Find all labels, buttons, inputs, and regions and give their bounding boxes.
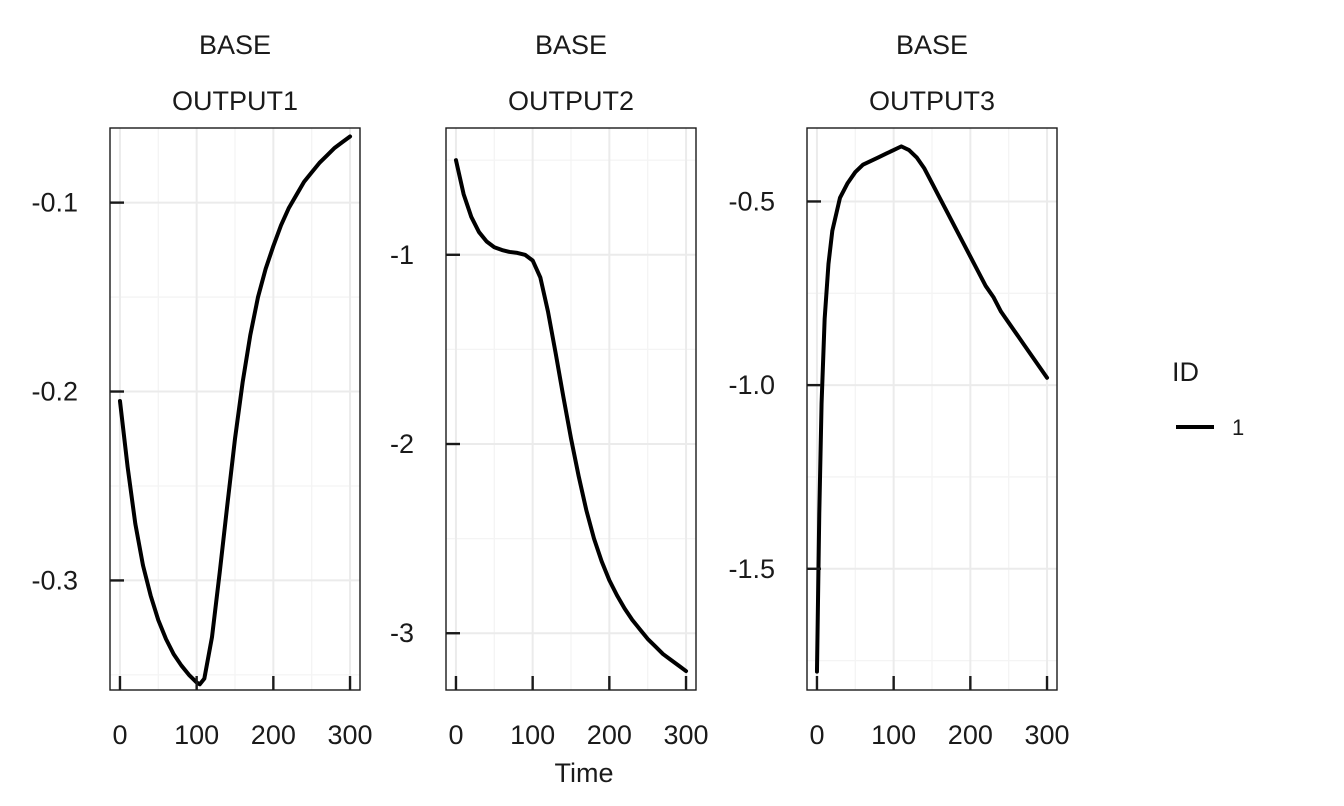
panel-border bbox=[806, 127, 1058, 691]
x-tick-label: 100 bbox=[871, 720, 916, 750]
x-axis-title: Time bbox=[555, 758, 614, 788]
series-line bbox=[453, 158, 689, 674]
x-tick-label: 100 bbox=[510, 720, 555, 750]
x-tick-label: 200 bbox=[948, 720, 993, 750]
x-tick-label: 100 bbox=[174, 720, 219, 750]
facet-strip-label: BASE bbox=[199, 30, 271, 60]
y-tick-label: -3 bbox=[390, 618, 414, 648]
x-tick-label: 300 bbox=[1024, 720, 1069, 750]
facet-strip-label: OUTPUT1 bbox=[172, 86, 298, 116]
x-tick-label: 300 bbox=[663, 720, 708, 750]
grid bbox=[446, 128, 696, 690]
series-line bbox=[814, 144, 1050, 674]
y-tick-label: -1.5 bbox=[728, 554, 775, 584]
grid bbox=[807, 128, 1057, 690]
series-line bbox=[117, 134, 353, 687]
y-tick-label: -2 bbox=[390, 429, 414, 459]
x-tick-label: 300 bbox=[327, 720, 372, 750]
y-tick-label: -1 bbox=[390, 240, 414, 270]
facet-strip-label: OUTPUT3 bbox=[869, 86, 995, 116]
facet-panel-3: BASE OUTPUT3 0 100 200 300 -0.5 -1.0 -1.5 bbox=[728, 30, 1069, 750]
panel-border bbox=[109, 127, 361, 691]
facet-strip-label: OUTPUT2 bbox=[508, 86, 634, 116]
y-tick-label: -1.0 bbox=[728, 370, 775, 400]
grid bbox=[110, 128, 360, 690]
x-tick-label: 200 bbox=[587, 720, 632, 750]
x-tick-label: 200 bbox=[251, 720, 296, 750]
y-tick-label: -0.2 bbox=[31, 377, 78, 407]
panel-border bbox=[445, 127, 697, 691]
facet-strip-label: BASE bbox=[535, 30, 607, 60]
facet-panel-1: BASE OUTPUT1 0 100 200 300 -0.1 -0.2 -0.3 bbox=[31, 30, 372, 750]
y-tick-label: -0.5 bbox=[728, 186, 775, 216]
x-tick-label: 0 bbox=[448, 720, 463, 750]
facet-panel-2: BASE OUTPUT2 0 100 200 300 -1 -2 -3 bbox=[390, 30, 709, 750]
legend: ID 1 bbox=[1172, 357, 1244, 440]
legend-title: ID bbox=[1172, 357, 1199, 387]
x-tick-label: 0 bbox=[112, 720, 127, 750]
x-tick-label: 0 bbox=[809, 720, 824, 750]
y-tick-label: -0.3 bbox=[31, 565, 78, 595]
legend-label: 1 bbox=[1232, 415, 1244, 440]
facet-strip-label: BASE bbox=[896, 30, 968, 60]
y-tick-label: -0.1 bbox=[31, 188, 78, 218]
